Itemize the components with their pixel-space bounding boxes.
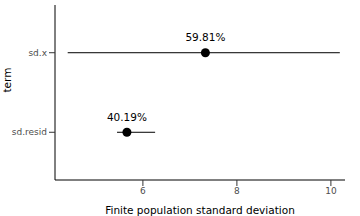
svg-text:6: 6 bbox=[140, 186, 146, 196]
svg-text:Finite population standard dev: Finite population standard deviation bbox=[105, 204, 295, 216]
svg-text:40.19%: 40.19% bbox=[107, 111, 147, 123]
svg-text:sd.resid: sd.resid bbox=[12, 127, 47, 137]
svg-text:term: term bbox=[8, 68, 13, 93]
svg-text:8: 8 bbox=[234, 186, 240, 196]
svg-text:10: 10 bbox=[325, 186, 337, 196]
svg-text:59.81%: 59.81% bbox=[185, 31, 225, 43]
svg-text:sd.x: sd.x bbox=[28, 48, 47, 58]
